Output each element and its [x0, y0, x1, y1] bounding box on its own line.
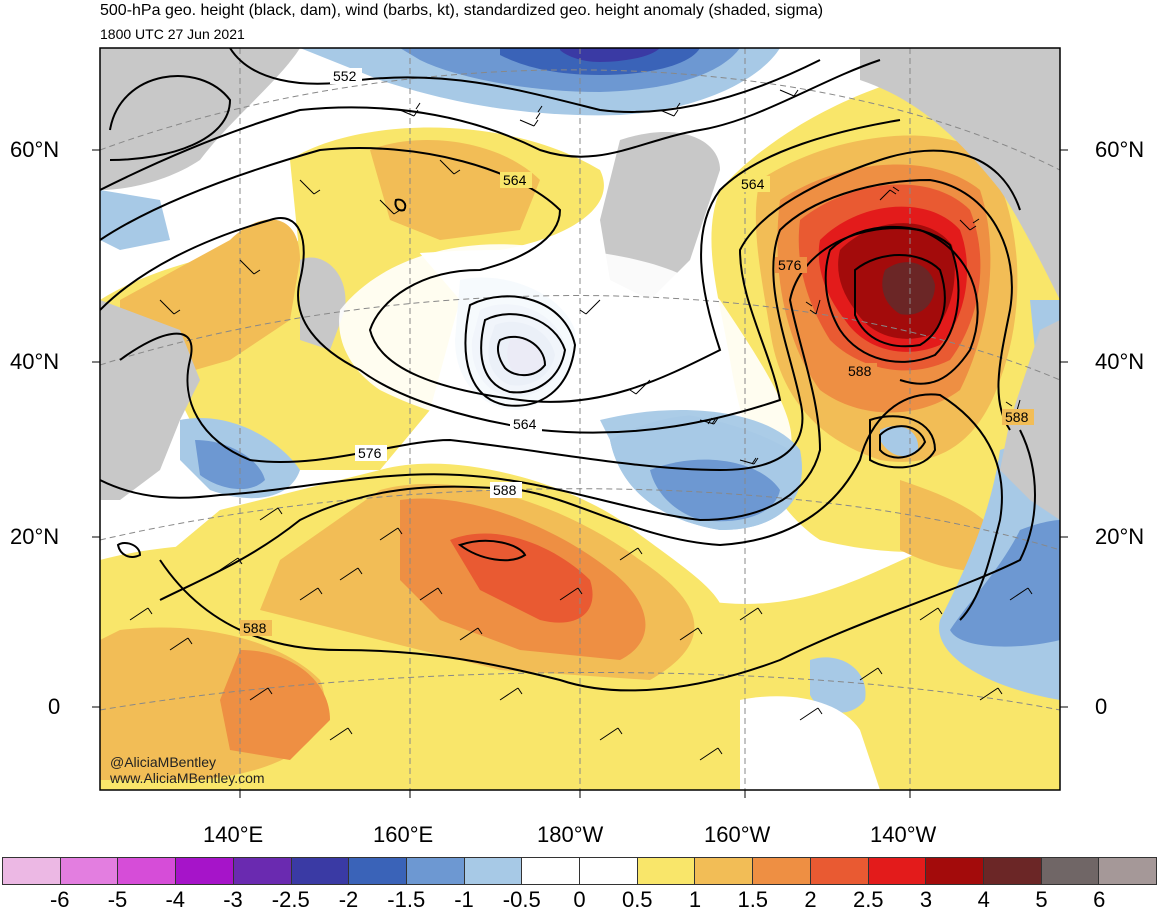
- land-north-america: [860, 48, 1060, 300]
- lat-label-40n-left: 40°N: [10, 349, 60, 374]
- colorbar-tick-label: 2: [804, 887, 817, 912]
- colorbar-swatch: [233, 858, 292, 884]
- colorbar-swatch: [810, 858, 869, 884]
- colorbar-swatch: [522, 858, 581, 884]
- lat-label-60n-right: 60°N: [1095, 137, 1145, 162]
- colorbar-tick-label: -4: [165, 887, 186, 912]
- colorbar-swatch: [176, 858, 234, 884]
- lat-label-20n-left: 20°N: [10, 524, 60, 549]
- colorbar-swatch: [118, 858, 177, 884]
- colorbar-tick-label: -3: [223, 887, 243, 912]
- lon-label-140w: 140°W: [870, 822, 937, 847]
- colorbar-swatch: [753, 858, 811, 884]
- contour-label: 552: [333, 68, 357, 84]
- colorbar-swatch: [60, 858, 119, 884]
- lat-label-eq-right: 0: [1095, 694, 1108, 719]
- axis-ticks: [92, 149, 1068, 798]
- land-asia-north: [100, 48, 300, 190]
- colorbar-swatch: [695, 858, 754, 884]
- colorbar-tick-label: -2.5: [271, 887, 310, 912]
- colorbar-tick-label: 2.5: [852, 887, 884, 912]
- contour-label: 564: [513, 416, 537, 432]
- colorbar-tick-label: 6: [1093, 887, 1106, 912]
- lat-label-20n-right: 20°N: [1095, 524, 1145, 549]
- colorbar-tick-label: -1: [454, 887, 474, 912]
- land-alaska: [600, 131, 720, 300]
- colorbar-swatch: [406, 858, 465, 884]
- contour-label: 576: [358, 445, 382, 461]
- colorbar-tick-label: 1.5: [737, 887, 769, 912]
- contour-labels: 552 564 564 576 576 588 588 588 588 564: [240, 68, 1034, 636]
- land-china: [100, 300, 200, 500]
- colorbar-tick-label: 0.5: [621, 887, 653, 912]
- colorbar-tick-label: -2: [338, 887, 359, 912]
- colorbar-swatch: [1099, 858, 1157, 884]
- wind-barbs: [129, 89, 1033, 761]
- colorbar-tick-label: 3: [919, 887, 933, 912]
- lat-label-40n-right: 40°N: [1095, 349, 1145, 374]
- anomaly-colorbar: [2, 857, 1157, 885]
- colorbar-tick-label: -1.5: [387, 887, 426, 912]
- contour-label: 588: [493, 482, 517, 498]
- colorbar-tick-label: -0.5: [502, 887, 541, 912]
- height-contours: [100, 48, 1036, 692]
- colorbar-swatch: [3, 858, 61, 884]
- contour-label: 588: [1005, 409, 1029, 425]
- lon-label-160w: 160°W: [704, 822, 771, 847]
- contour-label: 564: [503, 172, 527, 188]
- colorbar-swatch: [580, 858, 638, 884]
- colorbar-tick-label: -5: [107, 887, 128, 912]
- contour-label: 576: [778, 257, 802, 273]
- credit-handle: @AliciaMBentley: [110, 754, 217, 770]
- colorbar-swatch: [983, 858, 1042, 884]
- colorbar-tick-label: 5: [1035, 887, 1048, 912]
- colorbar-tick-label: 0: [573, 887, 586, 912]
- colorbar-swatch: [464, 858, 523, 884]
- colorbar-swatch: [291, 858, 350, 884]
- lat-label-60n-left: 60°N: [10, 137, 60, 162]
- contour-label: 588: [243, 620, 267, 636]
- graticule: [100, 48, 1060, 790]
- colorbar-tick-label: 4: [977, 887, 990, 912]
- credit-website: www.AliciaMBentley.com: [110, 770, 265, 786]
- colorbar-tick-label: -6: [49, 887, 70, 912]
- map-title: 500-hPa geo. height (black, dam), wind (…: [100, 2, 824, 19]
- contour-label: 588: [848, 363, 872, 379]
- colorbar-swatch: [1041, 858, 1100, 884]
- map-valid-time: 1800 UTC 27 Jun 2021: [100, 26, 245, 42]
- lon-label-180w: 180°W: [537, 822, 604, 847]
- colorbar-tick-label: 1: [688, 887, 702, 912]
- colorbar-swatch: [926, 858, 984, 884]
- lon-label-140e: 140°E: [203, 822, 264, 847]
- contour-label: 564: [741, 176, 765, 192]
- colorbar-swatch: [349, 858, 407, 884]
- lat-label-eq-left: 0: [48, 694, 61, 719]
- lon-label-160e: 160°E: [373, 822, 434, 847]
- colorbar-swatch: [637, 858, 696, 884]
- colorbar-swatch: [868, 858, 927, 884]
